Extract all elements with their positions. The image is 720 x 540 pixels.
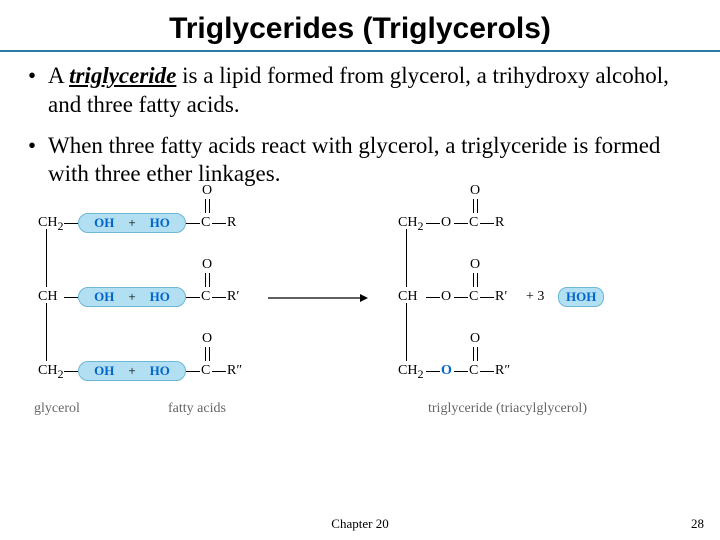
bullet-2: • When three fatty acids react with glyc…: [28, 132, 692, 190]
bullet-marker: •: [28, 132, 48, 190]
bullet-marker: •: [28, 62, 48, 120]
bullet-1: • A triglyceride is a lipid formed from …: [28, 62, 692, 120]
page-number: 28: [691, 516, 704, 532]
chapter-label: Chapter 20: [0, 516, 720, 532]
bullet-text-1: A triglyceride is a lipid formed from gl…: [48, 62, 692, 120]
footer: Chapter 20 28: [0, 516, 720, 532]
reaction-arrow-icon: [268, 291, 368, 305]
slide-title: Triglycerides (Triglycerols): [0, 12, 720, 46]
caption-glycerol: glycerol: [34, 401, 80, 417]
water-pill: HOH: [558, 287, 604, 307]
reaction-diagram: CH2 CH CH2 OH + HO OH + HO OH + HO C O: [28, 201, 692, 461]
oh-ho-pill-1: OH + HO: [78, 213, 186, 233]
caption-fatty-acids: fatty acids: [168, 401, 226, 417]
caption-triglyceride: triglyceride (triacylglycerol): [428, 401, 587, 417]
title-block: Triglycerides (Triglycerols): [0, 0, 720, 52]
oh-ho-pill-3: OH + HO: [78, 361, 186, 381]
oh-ho-pill-2: OH + HO: [78, 287, 186, 307]
bullet-text-2: When three fatty acids react with glycer…: [48, 132, 692, 190]
content-area: • A triglyceride is a lipid formed from …: [0, 52, 720, 461]
